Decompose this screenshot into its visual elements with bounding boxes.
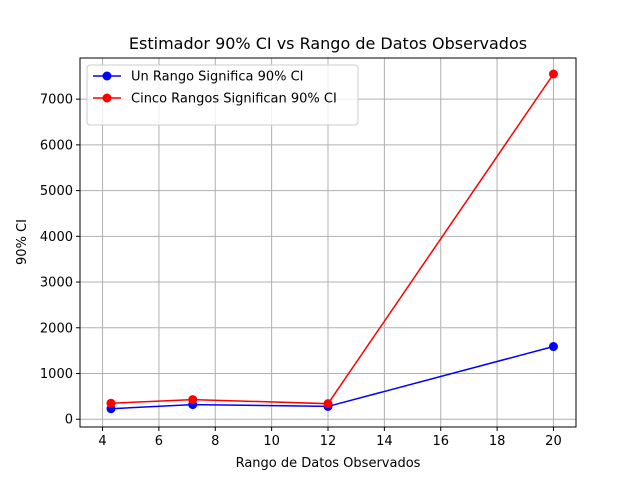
x-tick-label: 10	[263, 434, 280, 449]
y-tick-label: 5000	[40, 184, 73, 199]
y-tick-label: 2000	[40, 321, 73, 336]
y-tick-label: 6000	[40, 138, 73, 153]
data-point	[188, 395, 198, 405]
y-axis-label: 90% CI	[15, 219, 30, 265]
x-tick-label: 20	[545, 434, 562, 449]
series-2	[106, 69, 558, 409]
x-tick-label: 8	[211, 434, 219, 449]
series-line	[110, 345, 554, 410]
chart-title: Estimador 90% CI vs Rango de Datos Obser…	[129, 34, 527, 53]
legend-label: Cinco Rangos Significan 90% CI	[131, 92, 337, 107]
x-tick-label: 6	[155, 434, 163, 449]
y-tick-label: 4000	[40, 230, 73, 245]
x-tick-label: 12	[320, 434, 337, 449]
series-layer	[106, 69, 558, 414]
x-tick-label: 18	[489, 434, 506, 449]
legend-item: Cinco Rangos Significan 90% CI	[93, 92, 337, 107]
legend-marker	[102, 93, 112, 103]
y-tick-label: 7000	[40, 93, 73, 108]
legend-box	[86, 64, 359, 126]
data-point	[548, 69, 558, 79]
y-tick-label: 0	[65, 413, 73, 428]
legend-item: Un Rango Significa 90% CI	[93, 70, 304, 85]
data-point	[323, 399, 333, 409]
y-tick-label: 1000	[40, 367, 73, 382]
x-axis-label: Rango de Datos Observados	[236, 456, 421, 471]
ticks-layer: 4 6 8 10 12 14 16 18 20 0 1000 2000 3000 4000 5000 6000…	[40, 93, 562, 449]
x-tick-label: 14	[376, 434, 393, 449]
data-point	[548, 342, 558, 352]
y-tick-label: 3000	[40, 276, 73, 291]
legend: Un Rango Significa 90% CI Cinco Rangos Si…	[86, 64, 359, 126]
data-point	[106, 398, 116, 408]
series-line	[110, 73, 555, 405]
x-tick-label: 4	[98, 434, 106, 449]
legend-label: Un Rango Significa 90% CI	[131, 70, 304, 85]
legend-marker	[102, 71, 112, 81]
x-tick-label: 16	[432, 434, 449, 449]
